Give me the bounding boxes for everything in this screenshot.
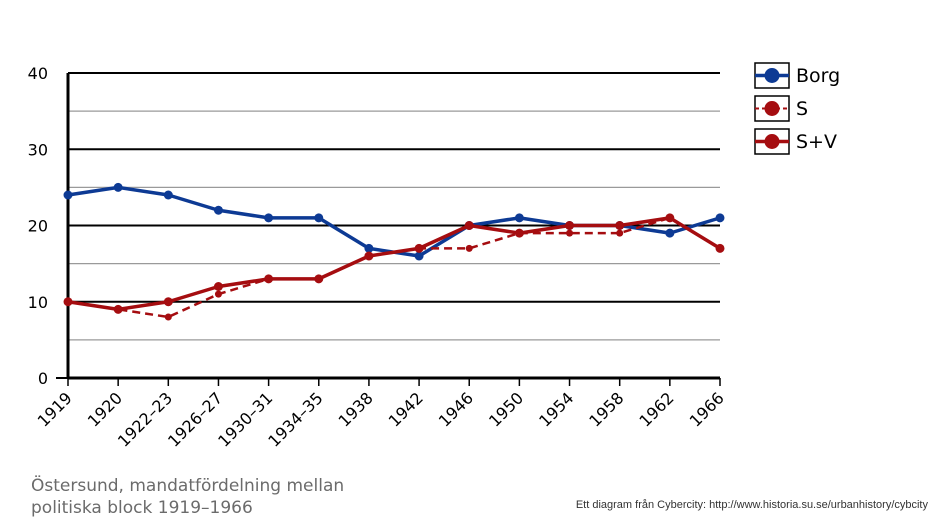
series-layer (63, 182, 725, 321)
data-point-borg (364, 243, 374, 253)
legend: Borg S S+V (754, 62, 840, 155)
data-point-s-v (464, 221, 474, 230)
legend-marker-s (764, 101, 780, 116)
data-point-s-v (514, 228, 524, 238)
chart-caption: Östersund, mandatfördelning mellan polit… (31, 476, 345, 518)
data-point-s-v (565, 221, 575, 230)
data-point-borg (314, 213, 324, 223)
credit-prefix: Ett diagram från Cybercity: (575, 499, 710, 511)
data-point-borg (63, 190, 73, 200)
x-tick-label: 1920 (84, 388, 126, 430)
data-point-s (164, 313, 172, 321)
data-point-s-v (163, 297, 173, 307)
data-point-s-v (113, 304, 123, 314)
data-point-borg (213, 205, 223, 215)
y-tick-label: 40 (28, 64, 48, 83)
data-point-s-v (364, 251, 374, 261)
y-tick-label: 0 (38, 369, 48, 388)
data-point-borg (264, 213, 274, 223)
x-tick-label: 1962 (635, 388, 677, 430)
credit-line: Ett diagram från Cybercity: http://www.h… (576, 499, 928, 511)
data-point-s (566, 229, 574, 237)
x-tick-label: 1938 (335, 388, 377, 430)
credit-link[interactable]: http://www.historia.su.se/urbanhistory/c… (709, 499, 928, 511)
legend-label-s-v: S+V (796, 131, 837, 153)
data-point-s-v (715, 243, 725, 253)
x-tick-label: 1958 (585, 388, 627, 430)
data-point-borg (414, 251, 424, 261)
data-point-borg (113, 182, 123, 192)
grid-layer (68, 72, 720, 341)
data-point-s (616, 229, 624, 237)
x-tick-label: 1934–35 (264, 388, 326, 450)
legend-marker-s-v (764, 134, 780, 149)
legend-label-borg: Borg (796, 65, 840, 87)
data-point-s-v (414, 243, 424, 253)
x-tick-label: 1966 (686, 388, 728, 430)
x-tick-label: 1950 (485, 388, 527, 430)
series-line-s-v (67, 216, 721, 312)
data-point-s-v (665, 213, 675, 223)
data-point-s-v (63, 297, 73, 307)
data-point-s (214, 290, 222, 298)
x-tick-label: 1954 (535, 388, 577, 430)
x-tick-label: 1942 (385, 388, 427, 430)
x-tick-label: 1946 (435, 388, 477, 430)
data-point-s (465, 244, 473, 252)
legend-label-s: S (796, 98, 808, 120)
data-point-borg (163, 190, 173, 200)
legend-marker-borg (764, 68, 780, 83)
y-tick-label: 10 (28, 293, 48, 312)
x-tick-label: 1919 (34, 388, 76, 430)
data-point-s-v (314, 274, 324, 284)
data-point-s-v (213, 282, 223, 291)
data-point-borg (514, 213, 524, 223)
y-tick-label: 20 (28, 217, 48, 236)
data-point-borg (665, 228, 675, 238)
data-point-s-v (264, 274, 274, 284)
data-point-borg (715, 213, 725, 223)
y-tick-label: 30 (28, 140, 48, 159)
data-point-s-v (615, 221, 625, 230)
